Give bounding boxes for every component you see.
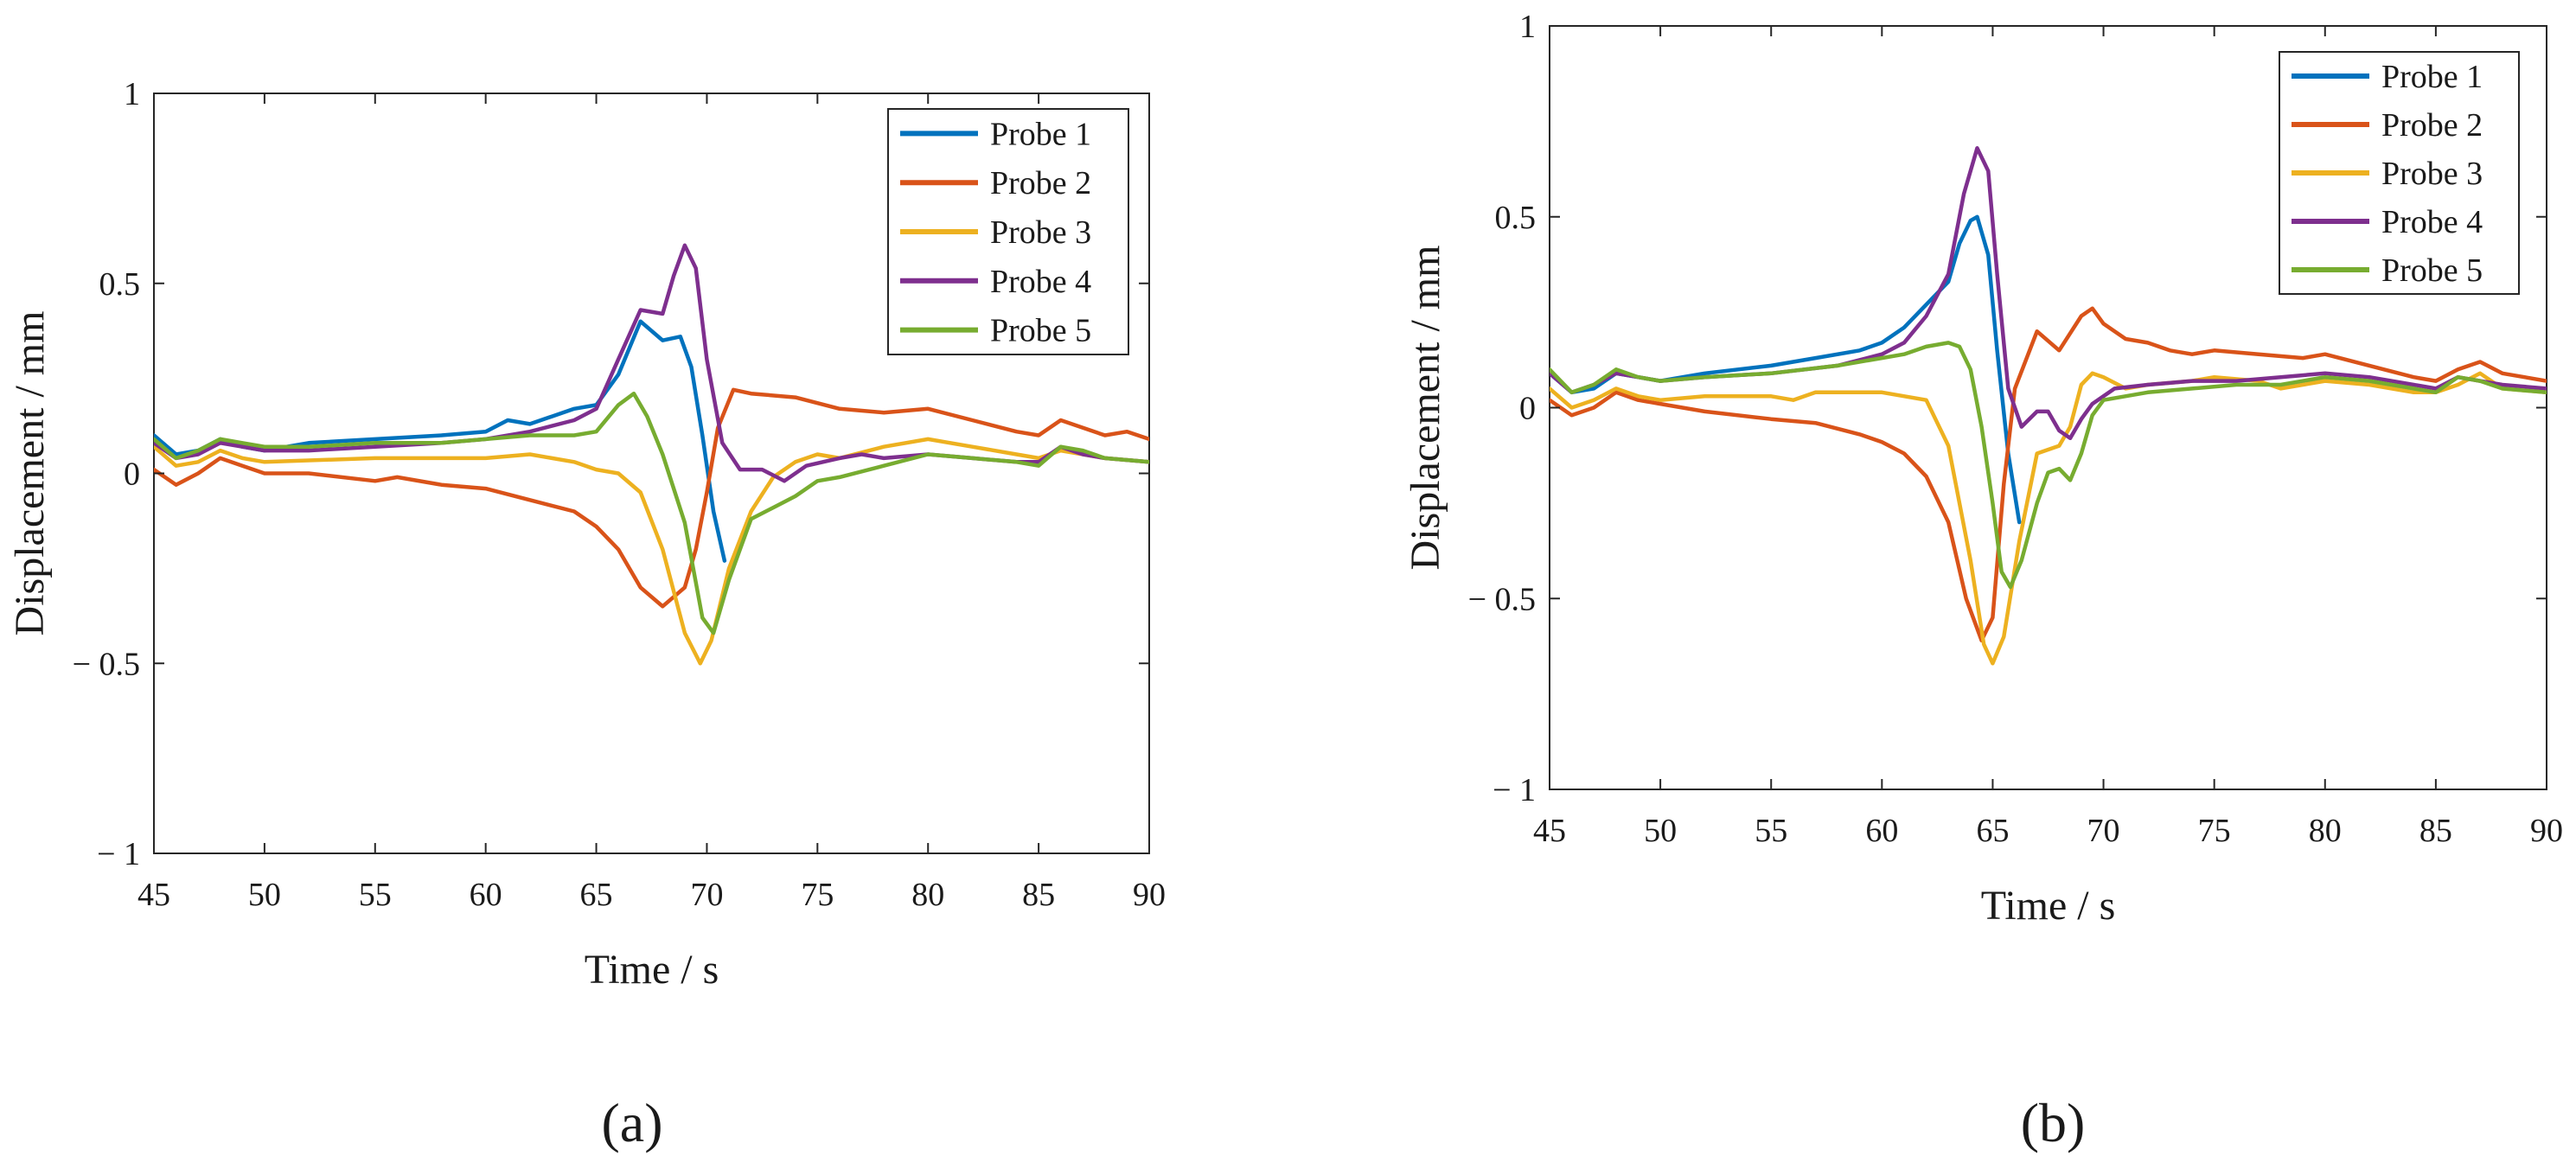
x-tick-label: 65 xyxy=(580,877,613,913)
y-tick-label: 0 xyxy=(124,457,140,493)
series-group xyxy=(154,243,1149,666)
x-tick-label: 75 xyxy=(801,877,834,913)
x-axis-label: Time / s xyxy=(585,947,719,993)
legend: Probe 1 Probe 2 Probe 3 Probe 4 Probe 5 xyxy=(2279,51,2520,295)
y-tick-label: 0 xyxy=(1519,391,1536,427)
x-tick-label: 50 xyxy=(1644,813,1677,849)
x-tick-label: 85 xyxy=(2419,813,2452,849)
x-tick-label: 80 xyxy=(911,877,944,913)
y-tick-label: − 1 xyxy=(1493,772,1536,808)
legend-label-probe-3: Probe 3 xyxy=(2381,156,2483,192)
panel-a: 45 50 55 60 65 70 75 80 85 90 − 1 − 0.5 0 0.5 1 Time / … xyxy=(7,76,1166,1153)
panel-b: 45 50 55 60 65 70 75 80 85 90 − 1 − 0.5 0 0.5 1 Time / … xyxy=(1403,9,2563,1153)
y-axis-label: Displacement / mm xyxy=(1403,246,1448,571)
legend-label-probe-1: Probe 1 xyxy=(2381,59,2483,95)
legend-label-probe-4: Probe 4 xyxy=(990,264,1091,300)
panel-label: (a) xyxy=(601,1092,662,1153)
x-axis-label: Time / s xyxy=(1981,883,2116,929)
x-tick-label: 90 xyxy=(1133,877,1166,913)
y-tick-label: 1 xyxy=(1519,9,1536,45)
legend-label-probe-3: Probe 3 xyxy=(990,214,1091,251)
y-tick-label: 1 xyxy=(124,76,140,112)
legend-label-probe-1: Probe 1 xyxy=(990,116,1091,152)
legend: Probe 1 Probe 2 Probe 3 Probe 4 Probe 5 xyxy=(887,108,1129,355)
y-tick-label: − 0.5 xyxy=(1468,581,1536,617)
y-tick-label: 0.5 xyxy=(1495,200,1537,236)
legend-label-probe-5: Probe 5 xyxy=(990,313,1091,349)
x-tick-label: 45 xyxy=(137,877,170,913)
legend-label-probe-5: Probe 5 xyxy=(2381,252,2483,289)
legend-label-probe-2: Probe 2 xyxy=(2381,107,2483,144)
x-tick-label: 45 xyxy=(1533,813,1566,849)
y-axis-label: Displacement / mm xyxy=(7,311,53,636)
y-tick-label: 0.5 xyxy=(99,266,141,303)
series-line-probe-2 xyxy=(154,387,1149,609)
x-tick-label: 60 xyxy=(1865,813,1898,849)
x-tick-label: 55 xyxy=(1755,813,1787,849)
x-tick-label: 50 xyxy=(248,877,281,913)
x-tick-label: 65 xyxy=(1976,813,2009,849)
series-line-probe-2 xyxy=(1550,306,2547,643)
x-tick-label: 60 xyxy=(470,877,502,913)
series-line-probe-3 xyxy=(154,437,1149,666)
x-tick-label: 75 xyxy=(2198,813,2231,849)
x-tick-label: 55 xyxy=(359,877,392,913)
series-group xyxy=(1550,146,2547,666)
x-tick-label: 80 xyxy=(2309,813,2342,849)
series-line-probe-3 xyxy=(1550,371,2547,666)
legend-label-probe-2: Probe 2 xyxy=(990,165,1091,201)
series-line-probe-5 xyxy=(1550,341,2547,590)
legend-label-probe-4: Probe 4 xyxy=(2381,204,2483,240)
x-tick-label: 85 xyxy=(1022,877,1055,913)
series-line-probe-5 xyxy=(154,391,1149,635)
x-tick-label: 90 xyxy=(2530,813,2563,849)
x-tick-label: 70 xyxy=(2087,813,2120,849)
y-tick-label: − 0.5 xyxy=(73,646,140,682)
x-tick-label: 70 xyxy=(690,877,723,913)
panel-label: (b) xyxy=(2021,1092,2086,1153)
y-tick-label: − 1 xyxy=(97,836,140,872)
